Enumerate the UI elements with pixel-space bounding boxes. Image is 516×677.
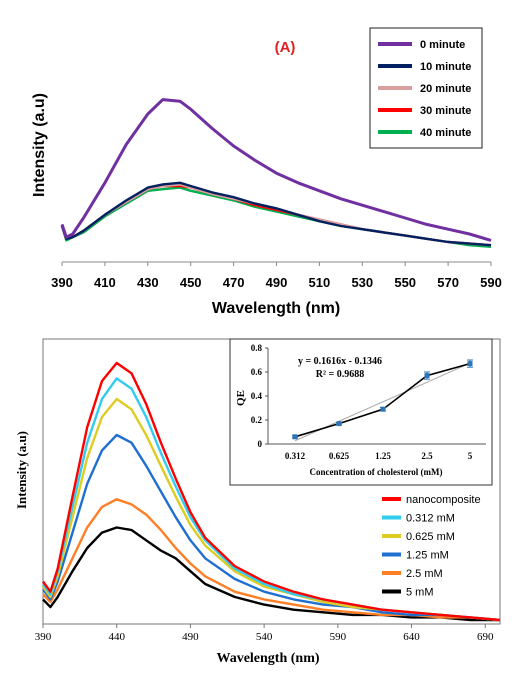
chart-a-series-line [60,181,492,247]
chart-b-legend-label: 1.25 mM [406,550,449,562]
chart-b-x-tick-label: 690 [477,631,494,643]
chart-inset-point [467,361,473,367]
chart-a-legend-label: 20 minute [420,83,471,95]
chart-b: 390 440 490 540 590 640 690 Wavelength (nm) In… [14,338,501,666]
chart-b-series-line [42,361,501,622]
chart-a-x-tick-label: 470 [223,275,245,290]
chart-a-x-tick-label: 570 [437,275,459,290]
chart-inset-x-tick-label: 1.25 [375,451,391,461]
chart-inset-y-tick-label: 0 [258,439,263,449]
chart-a-xlabel: Wavelength (nm) [212,300,340,317]
chart-a-series-line [60,183,492,247]
chart-b-x-tick-label: 590 [330,631,347,643]
chart-inset-x-ticks: 0.312 0.625 1.25 2.5 5 [285,451,473,461]
chart-a-legend: 0 minute 10 minute 20 minute 30 minute 40 mi… [369,27,483,149]
chart-inset-xlabel: Concentration of cholesterol (mM) [309,467,442,477]
chart-b-series [42,361,501,622]
chart-inset-point [424,373,430,379]
chart-a-x-tick-label: 530 [351,275,373,290]
chart-a-legend-label: 30 minute [420,105,471,117]
chart-b-ylabel: Intensity (a.u) [14,431,29,509]
chart-b-x-tick-label: 440 [108,631,125,643]
chart-inset-y-tick-label: 0.2 [251,415,263,425]
chart-b-x-tick-label: 490 [182,631,199,643]
chart-b-x-ticks: 390 440 490 540 590 640 690 [35,624,494,643]
chart-a-x-tick-label: 590 [480,275,502,290]
chart-b-legend-label: 5 mM [406,587,434,599]
chart-b-x-tick-label: 540 [256,631,273,643]
chart-inset-equation: y = 0.1616x - 0.1346 [298,356,382,367]
chart-a-x-ticks: 390 410 430 450 470 490 510 530 550 570 590 [51,262,502,290]
chart-b-series-line [42,498,501,622]
chart-a-legend-label: 40 minute [420,127,471,139]
chart-a-annotation: (A) [275,39,296,56]
chart-b-x-tick-label: 640 [403,631,420,643]
chart-b-legend-label: 0.625 mM [406,531,455,543]
chart-a-x-tick-label: 450 [180,275,202,290]
chart-a-series-line [60,98,492,242]
chart-a-x-tick-label: 430 [137,275,159,290]
chart-inset-x-tick-label: 2.5 [421,451,433,461]
chart-inset-plot [292,359,473,442]
chart-inset-ylabel: QE [235,390,247,406]
chart-inset-x-tick-label: 0.312 [285,451,306,461]
chart-inset-point [380,406,386,412]
chart-a-x-tick-label: 550 [394,275,416,290]
chart-b-legend-label: 0.312 mM [406,513,455,525]
chart-inset-y-tick-label: 0.6 [251,367,263,377]
chart-b-legend: nanocomposite 0.312 mM 0.625 mM 1.25 mM 2.5 … [382,494,481,599]
chart-inset-x-tick-label: 0.625 [329,451,350,461]
chart-a-x-tick-label: 510 [309,275,331,290]
chart-inset-x-tick-label: 5 [468,451,473,461]
chart-inset-r-squared: R² = 0.9688 [316,369,364,380]
chart-b-series-line [42,433,501,622]
chart-inset-y-ticks: 0 0.2 0.4 0.6 0.8 [251,343,268,449]
chart-a-ylabel: Intensity (a.u) [31,93,48,197]
chart-b-legend-label: nanocomposite [406,494,481,506]
chart-a-x-tick-label: 390 [51,275,73,290]
chart-inset: 0 0.2 0.4 0.6 0.8 0.312 0.625 1.25 2.5 5 QE Conc… [229,338,493,486]
chart-a: 390 410 430 450 470 490 510 530 550 570 590 (A) Wa… [31,27,502,317]
chart-b-x-tick-label: 390 [35,631,52,643]
chart-a-legend-label: 10 minute [420,61,471,73]
chart-a-x-tick-label: 490 [266,275,288,290]
chart-inset-point [292,434,298,440]
chart-a-series-line [60,184,492,247]
chart-inset-point [336,421,342,427]
chart-a-legend-label: 0 minute [420,39,465,51]
chart-b-xlabel: Wavelength (nm) [216,651,319,666]
chart-a-series [60,98,492,248]
chart-a-legend-entries: 0 minute 10 minute 20 minute 30 minute 40 mi… [378,39,471,139]
chart-a-x-tick-label: 410 [94,275,116,290]
chart-inset-y-tick-label: 0.4 [251,391,263,401]
chart-inset-y-tick-label: 0.8 [251,343,263,353]
chart-b-legend-label: 2.5 mM [406,568,443,580]
